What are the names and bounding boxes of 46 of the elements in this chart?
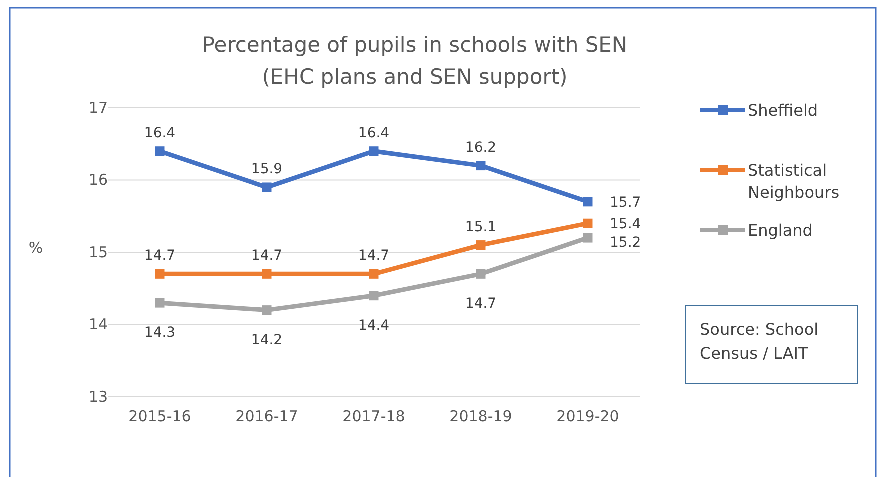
data-label: 14.7 bbox=[251, 248, 283, 264]
chart-title: Percentage of pupils in schools with SEN (EHC plans and SEN support) bbox=[202, 33, 628, 89]
x-tick-label: 2018-19 bbox=[450, 408, 512, 426]
point bbox=[369, 291, 379, 301]
x-tick-label: 2017-18 bbox=[342, 408, 406, 426]
point bbox=[369, 269, 379, 279]
x-tick-label: 2019-20 bbox=[556, 408, 620, 426]
legend-label: Statistical Neighbours bbox=[748, 161, 840, 202]
legend-label: England bbox=[748, 221, 813, 240]
data-label: 14.2 bbox=[251, 332, 283, 348]
y-tick-label: 16 bbox=[88, 171, 108, 190]
point bbox=[155, 269, 165, 279]
data-label: 15.7 bbox=[610, 194, 642, 211]
point bbox=[476, 240, 486, 250]
data-label: 15.9 bbox=[251, 161, 283, 178]
data-label: 14.4 bbox=[358, 318, 390, 334]
point bbox=[262, 182, 272, 192]
point bbox=[476, 269, 486, 279]
point bbox=[583, 197, 593, 207]
data-label: 14.3 bbox=[144, 325, 176, 342]
source-note: Source: School Census / LAIT bbox=[700, 320, 819, 363]
point bbox=[155, 146, 165, 156]
point bbox=[583, 233, 593, 243]
data-label: 15.4 bbox=[610, 216, 642, 233]
data-label: 14.7 bbox=[144, 248, 176, 264]
x-tick-label: 2015-16 bbox=[128, 408, 192, 426]
point bbox=[476, 161, 486, 171]
data-label: 14.7 bbox=[465, 296, 497, 312]
legend-label: Sheffield bbox=[748, 101, 818, 120]
data-label: 16.4 bbox=[358, 125, 390, 142]
point bbox=[583, 218, 593, 228]
data-label: 14.7 bbox=[358, 248, 390, 264]
data-label: 16.2 bbox=[465, 140, 497, 156]
point bbox=[262, 269, 272, 279]
y-tick-label: 13 bbox=[88, 388, 108, 406]
data-label: 15.1 bbox=[465, 219, 497, 236]
y-tick-label: 17 bbox=[88, 98, 108, 117]
point bbox=[369, 146, 379, 156]
data-label: 15.2 bbox=[610, 235, 642, 252]
y-axis-title: % bbox=[28, 239, 44, 257]
y-tick-label: 15 bbox=[88, 243, 108, 262]
x-tick-label: 2016-17 bbox=[236, 408, 298, 426]
point bbox=[262, 306, 272, 316]
y-tick-label: 14 bbox=[88, 316, 108, 334]
data-label: 16.4 bbox=[144, 125, 176, 142]
point bbox=[155, 298, 165, 308]
